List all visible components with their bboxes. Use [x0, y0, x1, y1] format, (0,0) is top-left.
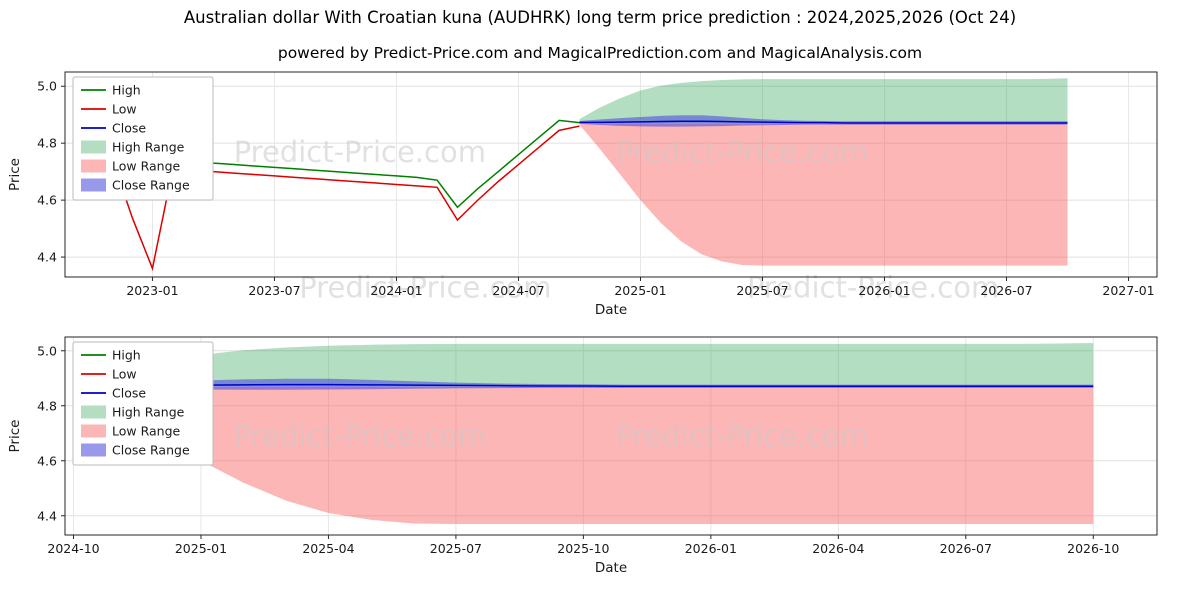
legend-swatch-patch — [81, 159, 106, 173]
legend-item-label: Low — [112, 367, 137, 382]
x-tick-label: 2023-07 — [248, 283, 300, 298]
low-range-band — [579, 122, 1068, 266]
legend-item-label: Close — [112, 121, 146, 136]
y-axis-label: Price — [7, 158, 23, 191]
legend: High Low Close High Range Low Range Close Ran… — [72, 341, 214, 466]
watermark-text: Predict-Price.com — [616, 135, 868, 169]
x-tick-label: 2025-01 — [614, 283, 666, 298]
y-axis-label: Price — [7, 420, 23, 453]
x-tick-label: 2025-07 — [736, 283, 788, 298]
x-tick-label: 2025-04 — [302, 541, 354, 556]
legend-box — [72, 341, 214, 466]
x-axis-label: Date — [595, 302, 627, 318]
y-tick-label: 4.4 — [37, 508, 57, 523]
watermarks: Predict-Price.com Predict-Price.com Predic… — [234, 135, 999, 304]
high-range-band — [579, 78, 1068, 124]
y-tick-label: 4.8 — [37, 398, 57, 413]
watermark-text: Predict-Price.com — [234, 135, 486, 169]
close-range-band — [73, 378, 1094, 390]
x-tick-label: 2026-01 — [858, 283, 910, 298]
range-bands — [579, 78, 1068, 266]
y-tick-label: 4.8 — [37, 136, 57, 151]
close-range-band — [579, 115, 1068, 127]
y-tick-label: 5.0 — [37, 79, 57, 94]
x-tick-label: 2026-07 — [980, 283, 1032, 298]
y-tick-label: 5.0 — [37, 343, 57, 358]
range-bands — [73, 343, 1094, 524]
legend-swatch-patch — [81, 178, 106, 192]
chart-subtitle: powered by Predict-Price.com and Magical… — [277, 44, 923, 62]
top-price-chart: Predict-Price.com Predict-Price.com Predic… — [7, 71, 1158, 318]
close-line — [73, 383, 1094, 387]
x-tick-label: 2025-10 — [557, 541, 609, 556]
close-line — [579, 120, 1068, 124]
legend: High Low Close High Range Low Range Close Ran… — [72, 76, 214, 201]
x-tick-label: 2026-10 — [1067, 541, 1119, 556]
legend-swatch-patch — [81, 140, 106, 154]
x-axis-label: Date — [595, 560, 627, 576]
x-tick-label: 2023-01 — [126, 283, 178, 298]
x-tick-label: 2027-01 — [1102, 283, 1154, 298]
legend-item-label: Low Range — [112, 424, 181, 439]
legend-item-label: Low — [112, 102, 137, 117]
high-range-band — [73, 343, 1094, 387]
x-tick-label: 2024-01 — [370, 283, 422, 298]
watermarks: Predict-Price.com Predict-Price.com — [234, 419, 868, 453]
watermark-text: Predict-Price.com — [616, 419, 868, 453]
legend-item-label: High Range — [112, 405, 185, 420]
legend-item-label: Low Range — [112, 159, 181, 174]
x-tick-label: 2025-07 — [430, 541, 482, 556]
y-tick-label: 4.6 — [37, 193, 57, 208]
watermark-text: Predict-Price.com — [234, 419, 486, 453]
axes: 2024-10 2025-01 2025-04 2025-07 2025-10 2026-… — [7, 336, 1158, 576]
x-tick-label: 2026-01 — [685, 541, 737, 556]
axes: 2023-01 2023-07 2024-01 2024-07 2025-01 2025-… — [7, 71, 1158, 318]
x-tick-label: 2024-10 — [47, 541, 99, 556]
y-tick-label: 4.4 — [37, 250, 57, 265]
gridlines — [65, 72, 1157, 277]
legend-item-label: Close Range — [112, 178, 190, 193]
y-tick-label: 4.6 — [37, 453, 57, 468]
legend-item-label: Close Range — [112, 443, 190, 458]
legend-box — [72, 76, 214, 201]
x-tick-label: 2024-07 — [492, 283, 544, 298]
low-range-band — [73, 385, 1094, 524]
legend-item-label: High — [112, 348, 141, 363]
x-tick-label: 2025-01 — [175, 541, 227, 556]
watermark-text: Predict-Price.com — [747, 271, 999, 305]
legend-item-label: High Range — [112, 140, 185, 155]
series-lines — [73, 383, 1094, 387]
legend-item-label: High — [112, 83, 141, 98]
legend-item-label: Close — [112, 386, 146, 401]
legend-swatch-patch — [81, 405, 106, 419]
x-tick-label: 2026-07 — [940, 541, 992, 556]
x-tick-label: 2026-04 — [812, 541, 864, 556]
bottom-prediction-chart: Predict-Price.com Predict-Price.com2024-1… — [7, 336, 1158, 576]
legend-swatch-patch — [81, 443, 106, 457]
chart-title: Australian dollar With Croatian kuna (AU… — [183, 8, 1017, 27]
legend-swatch-patch — [81, 424, 106, 438]
watermark-text: Predict-Price.com — [299, 271, 551, 305]
